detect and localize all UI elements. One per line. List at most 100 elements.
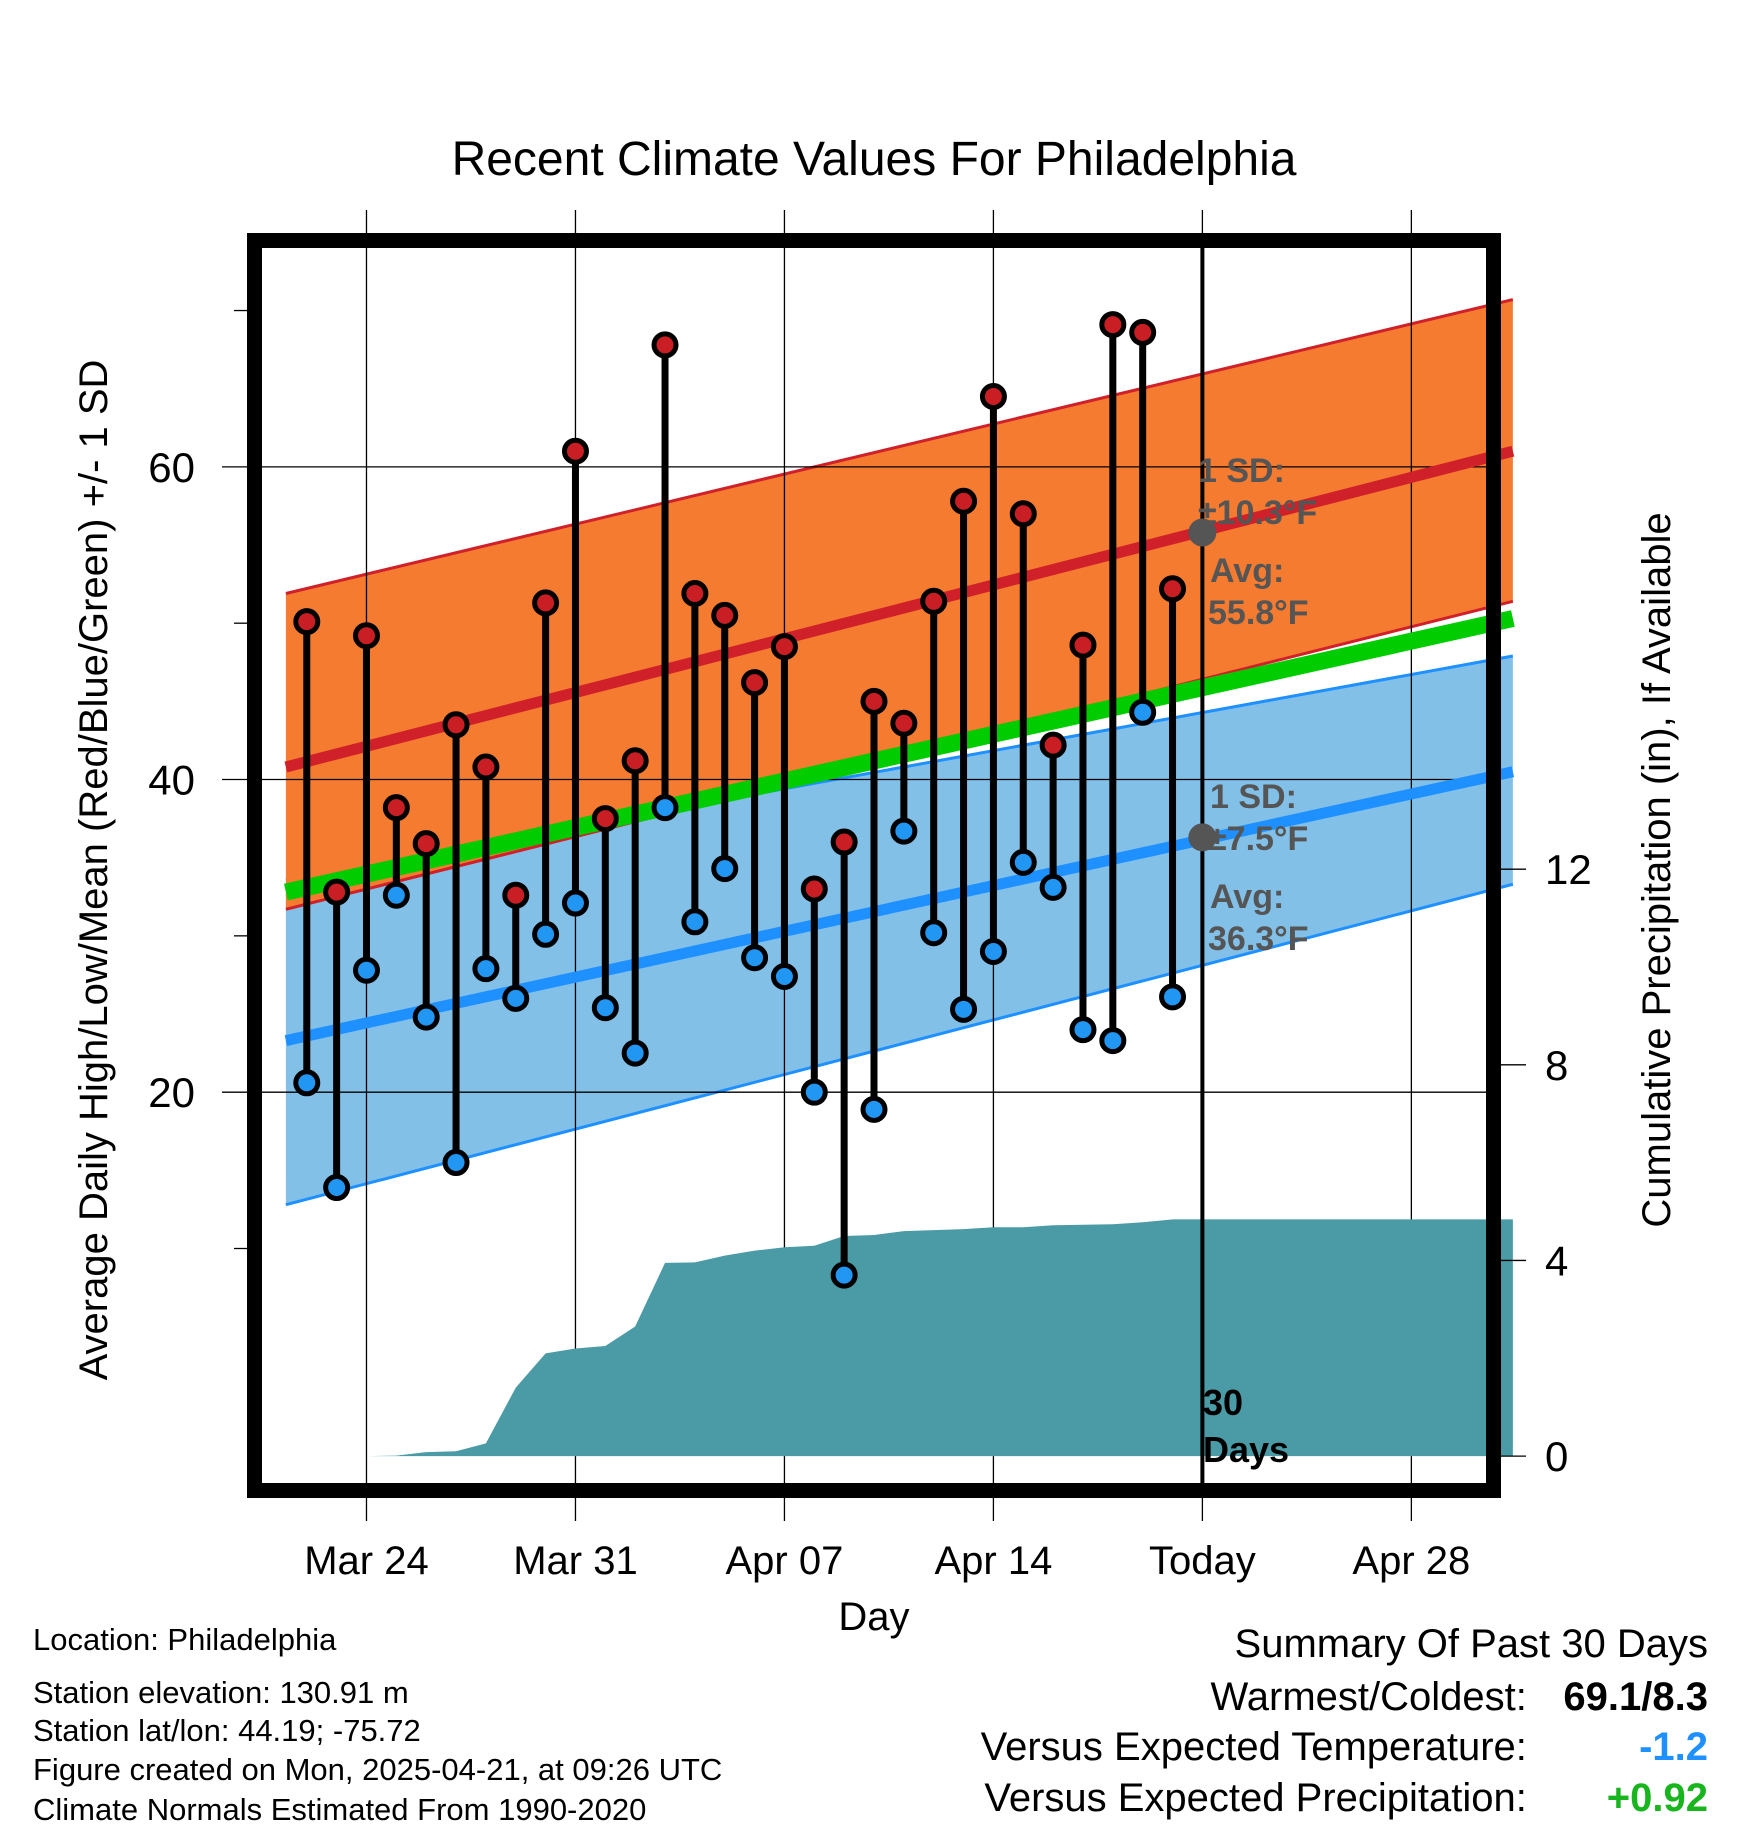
- obs-low-dot: [770, 962, 798, 990]
- low-sd-label: 1 SD:: [1210, 778, 1297, 816]
- obs-low-dot: [1129, 698, 1157, 726]
- obs-high-dot: [1009, 500, 1037, 528]
- obs-low-dot: [711, 855, 739, 883]
- x-tick-label: Mar 31: [513, 1539, 638, 1583]
- obs-high-dot: [770, 633, 798, 661]
- obs-high-dot: [502, 881, 530, 909]
- obs-high-dot: [621, 747, 649, 775]
- info-elevation: Station elevation: 130.91 m: [33, 1675, 409, 1710]
- y-axis-label: Average Daily High/Low/Mean (Red/Blue/Gr…: [72, 360, 116, 1381]
- obs-low-dot: [412, 1003, 440, 1031]
- obs-high-dot: [323, 878, 351, 906]
- obs-low-dot: [830, 1261, 858, 1289]
- summary-title: Summary Of Past 30 Days: [1234, 1622, 1708, 1666]
- info-location: Location: Philadelphia: [33, 1622, 337, 1657]
- obs-high-dot: [800, 875, 828, 903]
- obs-low-dot: [860, 1095, 888, 1123]
- high-avg-value: 55.8°F: [1208, 594, 1309, 632]
- obs-low-dot: [532, 920, 560, 948]
- obs-high-dot: [681, 579, 709, 607]
- high-avg-label: Avg:: [1210, 552, 1284, 590]
- obs-high-dot: [890, 709, 918, 737]
- obs-high-dot: [950, 487, 978, 515]
- obs-high-dot: [711, 601, 739, 629]
- days-word-label: Days: [1203, 1429, 1289, 1470]
- obs-low-dot: [800, 1078, 828, 1106]
- obs-high-dot: [860, 687, 888, 715]
- y-tick-label: 40: [148, 757, 195, 804]
- high-sd-band-upper-edge: [285, 298, 1514, 595]
- days-count-label: 30: [1203, 1382, 1243, 1423]
- x-tick-label: Apr 14: [934, 1539, 1052, 1583]
- obs-high-dot: [412, 830, 440, 858]
- y-tick-label: 20: [148, 1069, 195, 1116]
- obs-low-dot: [1009, 848, 1037, 876]
- obs-low-dot: [890, 817, 918, 845]
- y2-tick-label: 12: [1545, 846, 1592, 893]
- y2-tick-label: 0: [1545, 1433, 1568, 1480]
- obs-high-dot: [591, 805, 619, 833]
- summary-temp-value: -1.2: [1639, 1725, 1708, 1769]
- obs-high-dot: [920, 587, 948, 615]
- summary-precip: Versus Expected Precipitation: +0.92: [984, 1776, 1708, 1821]
- summary-temp: Versus Expected Temperature: -1.2: [981, 1725, 1708, 1770]
- y2-tick-label: 4: [1545, 1237, 1568, 1284]
- info-normals: Climate Normals Estimated From 1990-2020: [33, 1792, 647, 1827]
- obs-high-dot: [651, 331, 679, 359]
- obs-low-dot: [1099, 1027, 1127, 1055]
- x-axis-label: Day: [838, 1595, 909, 1639]
- obs-low-dot: [979, 937, 1007, 965]
- low-sd-value: ±7.5°F: [1208, 820, 1308, 858]
- obs-high-dot: [472, 753, 500, 781]
- obs-low-dot: [681, 908, 709, 936]
- obs-high-dot: [1159, 575, 1187, 603]
- x-tick-label: Apr 07: [726, 1539, 844, 1583]
- avg-low-line: [284, 766, 1515, 1046]
- obs-high-dot: [293, 608, 321, 636]
- obs-low-dot: [621, 1039, 649, 1067]
- low-avg-marker: [1188, 823, 1217, 852]
- avg-high-line: [284, 445, 1515, 773]
- obs-high-dot: [1039, 731, 1067, 759]
- obs-high-dot: [1129, 318, 1157, 346]
- x-tick-label: Apr 28: [1352, 1539, 1470, 1583]
- obs-high-dot: [830, 828, 858, 856]
- summary-warmest-label: Warmest/Coldest:: [1210, 1675, 1527, 1719]
- obs-high-dot: [741, 669, 769, 697]
- y2-axis-label: Cumulative Precipitation (in), If Availa…: [1635, 512, 1679, 1227]
- obs-low-dot: [1159, 983, 1187, 1011]
- low-sd-band: [285, 656, 1513, 1205]
- obs-low-dot: [920, 919, 948, 947]
- summary-warmest: Warmest/Coldest: 69.1/8.3: [1211, 1675, 1709, 1720]
- high-avg-marker: [1188, 518, 1217, 547]
- obs-low-dot: [591, 994, 619, 1022]
- obs-high-dot: [1099, 311, 1127, 339]
- x-tick-label: Mar 24: [304, 1539, 429, 1583]
- obs-low-dot: [1069, 1016, 1097, 1044]
- obs-low-dot: [502, 984, 530, 1012]
- summary-precip-label: Versus Expected Precipitation:: [984, 1776, 1527, 1820]
- obs-low-dot: [651, 794, 679, 822]
- obs-low-dot: [382, 881, 410, 909]
- obs-high-dot: [561, 437, 589, 465]
- obs-high-dot: [532, 589, 560, 617]
- info-created: Figure created on Mon, 2025-04-21, at 09…: [33, 1752, 723, 1787]
- mean-line: [284, 610, 1515, 901]
- low-sd-band-lower-edge: [285, 882, 1514, 1207]
- low-avg-value: 36.3°F: [1208, 920, 1309, 958]
- obs-low-dot: [293, 1069, 321, 1097]
- x-tick-label: Today: [1149, 1539, 1256, 1583]
- low-avg-label: Avg:: [1210, 878, 1284, 916]
- obs-low-dot: [1039, 873, 1067, 901]
- precip-area: [285, 1219, 1513, 1457]
- summary-warmest-value: 69.1/8.3: [1563, 1675, 1708, 1719]
- obs-high-dot: [979, 383, 1007, 411]
- summary-temp-label: Versus Expected Temperature:: [980, 1725, 1527, 1769]
- y2-tick-label: 8: [1545, 1042, 1568, 1089]
- obs-high-dot: [382, 794, 410, 822]
- obs-low-dot: [323, 1174, 351, 1202]
- high-sd-label: 1 SD:: [1198, 452, 1285, 490]
- chart-title: Recent Climate Values For Philadelphia: [452, 133, 1297, 186]
- obs-low-dot: [442, 1149, 470, 1177]
